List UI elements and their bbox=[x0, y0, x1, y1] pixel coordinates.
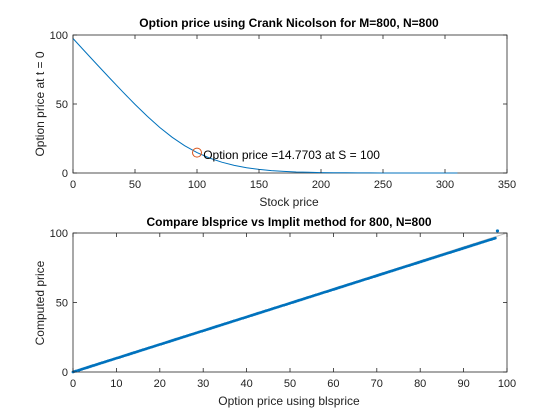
y-tick-label: 50 bbox=[56, 298, 68, 310]
y-tick-label: 0 bbox=[62, 367, 68, 379]
chart2-y-ticks: 0 50 100 bbox=[50, 228, 507, 379]
chart1-y-ticks: 0 50 100 bbox=[50, 30, 507, 180]
x-tick-label: 40 bbox=[240, 378, 252, 390]
highlight-marker bbox=[192, 147, 202, 158]
x-tick-label: 250 bbox=[374, 179, 392, 191]
x-tick-label: 90 bbox=[457, 378, 469, 390]
x-tick-label: 80 bbox=[414, 378, 426, 390]
chart2-x-ticks: 0 10 20 30 40 50 60 70 80 90 100 bbox=[70, 233, 516, 390]
x-tick-label: 100 bbox=[188, 179, 206, 191]
x-tick-label: 0 bbox=[70, 179, 76, 191]
chart2-x-axis-label: Option price using blsprice bbox=[218, 394, 360, 408]
chart1-annotation: Option price =14.7703 at S = 100 bbox=[203, 148, 380, 162]
x-tick-label: 70 bbox=[371, 378, 383, 390]
x-tick-label: 20 bbox=[154, 378, 166, 390]
chart1-x-axis-label: Stock price bbox=[259, 195, 319, 209]
x-tick-label: 150 bbox=[250, 179, 268, 191]
y-tick-label: 50 bbox=[56, 99, 68, 111]
x-tick-label: 0 bbox=[70, 378, 76, 390]
x-tick-label: 50 bbox=[284, 378, 296, 390]
option-price-line bbox=[72, 38, 458, 174]
x-tick-label: 350 bbox=[498, 179, 516, 191]
scatter-outlier-point bbox=[495, 229, 500, 233]
scatter-points bbox=[71, 229, 500, 374]
blsprice-comparison-chart: Compare blsprice vs Implit method for 80… bbox=[33, 215, 516, 408]
x-tick-label: 300 bbox=[436, 179, 454, 191]
x-tick-label: 60 bbox=[327, 378, 339, 390]
y-tick-label: 0 bbox=[62, 168, 68, 180]
chart1-title: Option price using Crank Nicolson for M=… bbox=[139, 16, 439, 30]
y-tick-label: 100 bbox=[50, 228, 68, 240]
x-tick-label: 50 bbox=[129, 179, 141, 191]
x-tick-label: 30 bbox=[197, 378, 209, 390]
chart2-y-axis-label: Computed price bbox=[33, 260, 47, 345]
x-tick-label: 10 bbox=[110, 378, 122, 390]
x-tick-label: 100 bbox=[498, 378, 516, 390]
scatter-point bbox=[493, 236, 497, 240]
chart2-title: Compare blsprice vs Implit method for 80… bbox=[146, 215, 431, 229]
x-tick-label: 200 bbox=[312, 179, 330, 191]
chart1-x-ticks: 0 50 100 150 200 250 300 350 bbox=[70, 35, 516, 191]
crank-nicolson-chart: Option price using Crank Nicolson for M=… bbox=[33, 16, 516, 209]
y-tick-label: 100 bbox=[50, 30, 68, 42]
chart1-y-axis-label: Option price at t = 0 bbox=[33, 51, 47, 156]
